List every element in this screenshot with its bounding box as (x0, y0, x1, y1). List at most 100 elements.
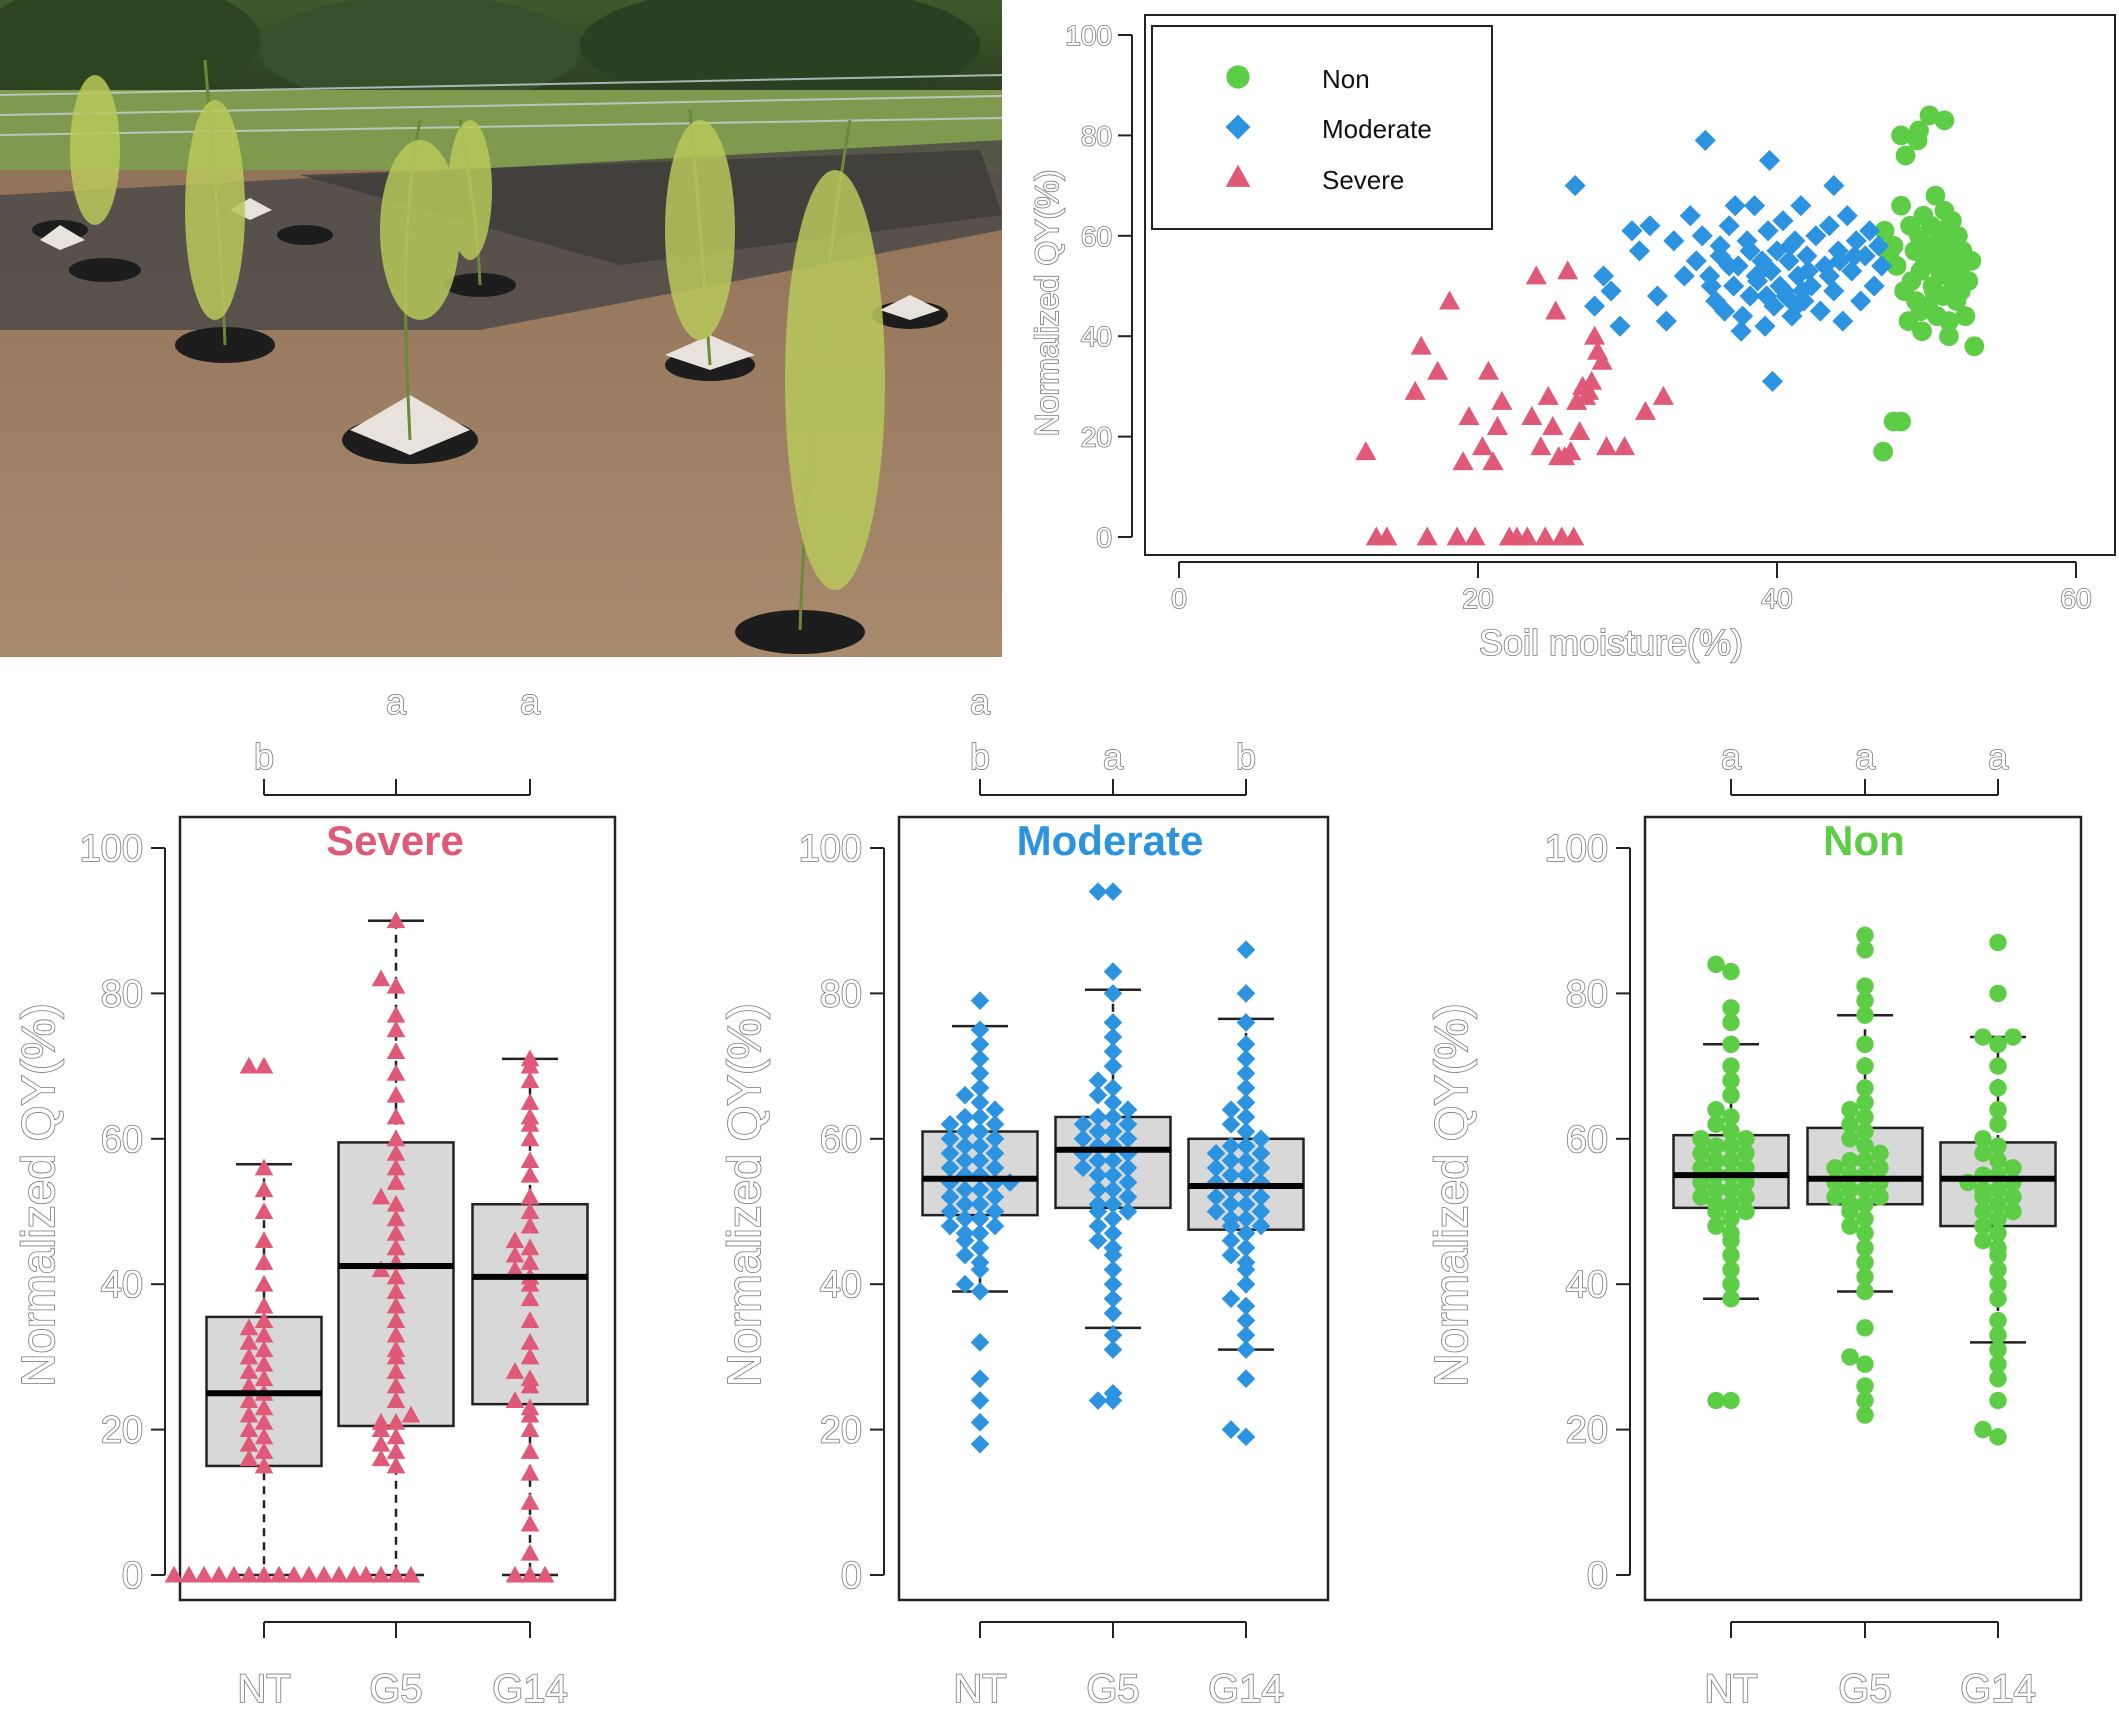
data-point (2004, 1028, 2022, 1046)
data-point (1206, 1144, 1226, 1163)
data-point (386, 1413, 406, 1430)
data-point (386, 1282, 406, 1299)
scatter-point-moderate (1871, 255, 1893, 277)
y-tick-label: 20 (1566, 1410, 1608, 1452)
scatter-point-moderate (1758, 149, 1781, 172)
data-point (1989, 1355, 2007, 1373)
scatter-point-moderate (1868, 235, 1890, 257)
scatter-point-severe (1486, 416, 1508, 435)
data-point (386, 1325, 406, 1343)
data-point (1206, 1158, 1226, 1178)
data-point (1103, 1180, 1123, 1199)
data-point (970, 1034, 990, 1054)
data-point (1841, 1115, 1859, 1133)
data-point (284, 1565, 304, 1583)
plot-frame (897, 815, 1330, 1602)
data-point (520, 1565, 540, 1583)
data-point (1989, 1210, 2007, 1228)
data-point (1236, 1224, 1256, 1243)
scatter-point-moderate (1714, 300, 1736, 322)
data-point (1856, 1210, 1874, 1228)
data-point (1088, 1231, 1108, 1250)
data-point (314, 1565, 334, 1583)
data-point (1722, 1035, 1740, 1053)
data-point (386, 1340, 406, 1358)
scatter-point-moderate (1761, 370, 1784, 392)
data-point (1103, 1056, 1123, 1076)
scatter-point-severe (1596, 436, 1618, 456)
data-point (1088, 1136, 1108, 1156)
field-photo (0, 0, 1002, 657)
data-point (1088, 1071, 1108, 1090)
data-point (520, 1071, 540, 1089)
data-point (1103, 1260, 1123, 1279)
data-point (970, 1413, 990, 1432)
scatter-point-moderate (1836, 205, 1858, 227)
scatter-point-moderate (1724, 195, 1746, 217)
data-point (1073, 1158, 1093, 1178)
scatter-point-moderate (1790, 195, 1812, 217)
legend-marker-severe (1225, 164, 1251, 187)
scatter-point-moderate (1600, 280, 1622, 302)
data-point (1722, 1246, 1740, 1264)
scatter-point-severe (1634, 400, 1656, 420)
scatter-point-non (1934, 110, 1955, 131)
data-point (520, 1398, 540, 1416)
data-point (1221, 1194, 1241, 1214)
scatter-point-moderate (1744, 195, 1766, 217)
data-point (520, 1202, 540, 1219)
data-point (1989, 1057, 2007, 1075)
data-point (1856, 1239, 1874, 1257)
scatter-point-severe (1471, 436, 1494, 456)
scatter-point-moderate (1754, 315, 1776, 337)
y-tick-label: 40 (820, 1264, 862, 1306)
data-point (1722, 1071, 1740, 1090)
data-point (1974, 1180, 1992, 1199)
data-point (1737, 1188, 1755, 1206)
data-point (1722, 1260, 1740, 1279)
data-point (254, 1158, 274, 1176)
data-point (1251, 1158, 1271, 1178)
y-tick-label: 100 (1545, 828, 1608, 870)
data-point (520, 1093, 540, 1110)
scatter-point-moderate (1823, 175, 1845, 197)
scatter-point-severe (1534, 526, 1556, 546)
data-point (1707, 955, 1725, 974)
scatter-point-moderate (1772, 210, 1794, 232)
data-point (970, 1049, 990, 1069)
data-point (985, 1114, 1005, 1134)
scatter-point-severe (1545, 300, 1567, 320)
data-point (520, 1165, 540, 1183)
data-point (1236, 1180, 1256, 1199)
severe-boxplot: Severe Normalized QY(%) 0 20 40 60 80 100 NT b G… (11, 680, 617, 1710)
data-point (1722, 1137, 1740, 1155)
data-point (520, 1216, 540, 1234)
data-point (1871, 1159, 1889, 1177)
data-point (344, 1565, 364, 1583)
data-point (1722, 1195, 1740, 1213)
scatter-point-moderate (1850, 290, 1872, 312)
data-point (1707, 1195, 1725, 1213)
significance-letter: b (1236, 736, 1256, 777)
scatter-point-non (1955, 306, 1976, 326)
data-point (1221, 1165, 1241, 1185)
boxplot-body: 0 20 40 60 80 100 NT b G5 a G14 a (79, 680, 617, 1710)
scatter-point-moderate (1564, 175, 1586, 197)
data-point (505, 1231, 525, 1249)
x-tick-label: 20 (1462, 583, 1493, 614)
data-point (520, 1151, 540, 1169)
scatter-point-severe (1613, 436, 1636, 456)
data-point (254, 1311, 274, 1328)
data-point (386, 911, 406, 929)
data-point (955, 1180, 975, 1199)
scatter-point-moderate (1845, 230, 1867, 252)
data-point (1722, 1108, 1740, 1126)
data-point (1236, 1194, 1256, 1214)
data-point (955, 1136, 975, 1156)
data-point (224, 1565, 244, 1583)
data-point (1722, 962, 1740, 981)
data-point (1236, 1122, 1256, 1141)
data-point (520, 1289, 540, 1307)
data-point (1989, 1115, 2007, 1133)
